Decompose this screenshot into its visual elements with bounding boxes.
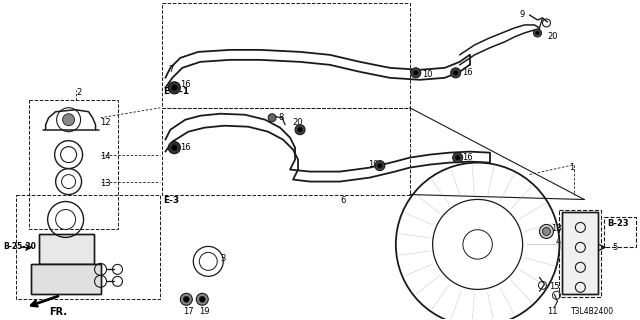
Circle shape (196, 293, 208, 305)
Text: 8: 8 (278, 113, 284, 122)
Bar (163, 108, 410, 195)
Circle shape (268, 114, 276, 122)
Circle shape (543, 228, 550, 236)
Bar (604, 218, 636, 247)
Text: 9: 9 (520, 10, 525, 19)
Bar (16, 195, 161, 299)
Circle shape (453, 70, 458, 75)
Bar (31, 264, 100, 294)
Circle shape (534, 29, 541, 37)
Circle shape (172, 85, 177, 91)
Circle shape (168, 82, 180, 94)
Circle shape (536, 31, 540, 35)
Text: 1: 1 (570, 163, 575, 172)
Circle shape (452, 153, 463, 163)
Text: B-25-20: B-25-20 (3, 243, 36, 252)
Circle shape (199, 296, 205, 302)
Text: 5: 5 (612, 243, 618, 252)
Text: 16: 16 (180, 80, 191, 89)
Text: 18: 18 (552, 224, 562, 234)
Text: 11: 11 (547, 307, 558, 316)
Circle shape (378, 163, 382, 168)
Bar (38, 235, 93, 264)
Text: 16: 16 (461, 68, 472, 77)
Circle shape (183, 296, 189, 302)
Text: E-3: E-3 (163, 196, 179, 204)
Text: 14: 14 (100, 152, 111, 161)
Text: 10: 10 (422, 70, 432, 79)
Circle shape (168, 142, 180, 154)
Text: 17: 17 (183, 307, 194, 316)
Text: 16: 16 (461, 153, 472, 162)
Text: 20: 20 (292, 118, 303, 127)
Text: FR.: FR. (49, 307, 67, 317)
Bar (563, 212, 598, 294)
Text: 4: 4 (556, 237, 561, 246)
Text: 2: 2 (77, 88, 82, 97)
Circle shape (298, 127, 303, 132)
Text: 16: 16 (180, 143, 191, 152)
Circle shape (411, 68, 420, 78)
Bar (163, 3, 410, 108)
Text: 19: 19 (199, 307, 210, 316)
Bar (31, 264, 100, 294)
Text: 3: 3 (220, 254, 226, 263)
Text: 6: 6 (340, 196, 346, 204)
Circle shape (540, 224, 554, 238)
Bar (559, 210, 602, 297)
Circle shape (295, 125, 305, 135)
Circle shape (172, 145, 177, 151)
Text: T3L4B2400: T3L4B2400 (572, 307, 614, 316)
Circle shape (180, 293, 192, 305)
Text: 15: 15 (550, 282, 560, 291)
Text: B-23: B-23 (607, 220, 629, 228)
Circle shape (375, 161, 385, 171)
Text: 13: 13 (100, 179, 111, 188)
Circle shape (413, 70, 419, 75)
Bar (29, 100, 118, 229)
Text: 10: 10 (368, 160, 378, 169)
Circle shape (63, 114, 75, 126)
Text: 7: 7 (168, 65, 173, 74)
Bar (38, 235, 93, 264)
Text: 20: 20 (547, 32, 558, 41)
Circle shape (451, 68, 461, 78)
Bar (563, 212, 598, 294)
Text: E-3-1: E-3-1 (163, 87, 189, 96)
Circle shape (455, 155, 460, 160)
Text: 12: 12 (100, 118, 111, 127)
